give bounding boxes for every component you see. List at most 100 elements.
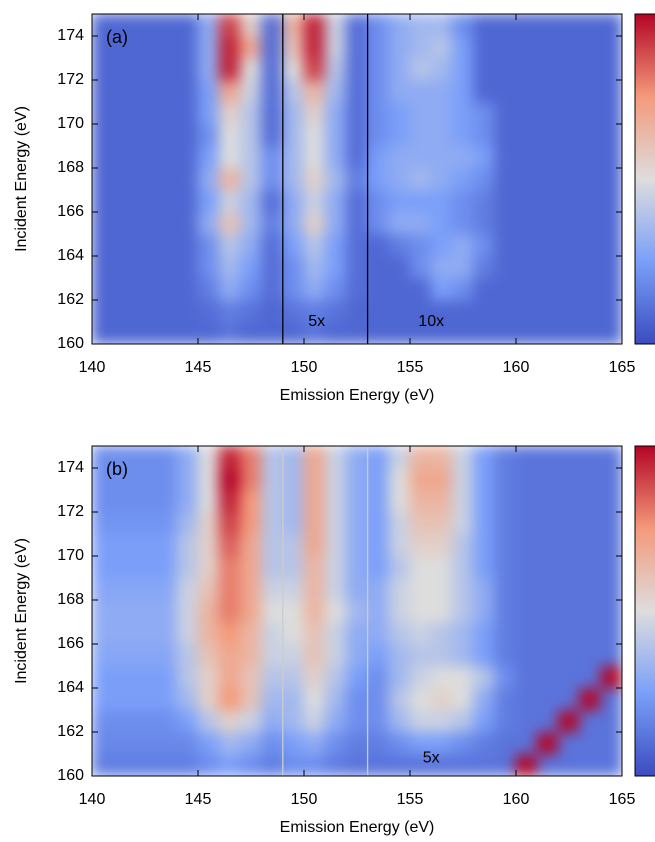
heatmap-cell: [409, 555, 432, 579]
heatmap-cell: [579, 277, 602, 301]
heatmap-cell: [430, 101, 453, 125]
heatmap-cell: [176, 753, 199, 776]
heatmap-cell: [579, 167, 602, 191]
heatmap-cell: [600, 299, 622, 323]
heatmap-cell: [388, 599, 411, 623]
heatmap-cell: [133, 189, 157, 213]
heatmap-cell: [218, 577, 241, 601]
heatmap-cell: [133, 555, 157, 579]
heatmap-cell: [176, 687, 199, 711]
heatmap-cell: [112, 233, 135, 257]
heatmap-cell: [324, 101, 347, 125]
heatmap-cell: [536, 57, 559, 81]
heatmap-cell: [155, 145, 178, 169]
x-tick-label: 155: [397, 791, 424, 808]
heatmap-cell: [261, 321, 284, 344]
x-tick-label: 165: [609, 791, 636, 808]
heatmap-cell: [112, 35, 135, 59]
heatmap-cell: [176, 643, 199, 667]
heatmap-cell: [557, 753, 581, 776]
heatmap-cell: [218, 233, 241, 257]
heatmap-cell: [579, 57, 602, 81]
heatmap-cell: [409, 446, 432, 469]
heatmap-cell: [600, 665, 622, 689]
heatmap-cell: [388, 489, 411, 513]
heatmap-cell: [324, 753, 347, 776]
heatmap-cell: [409, 643, 432, 667]
heatmap-cell: [282, 709, 305, 733]
heatmap-cell: [303, 489, 326, 513]
heatmap-cell: [600, 57, 622, 81]
heatmap-cell: [473, 489, 496, 513]
heatmap-cell: [303, 167, 326, 191]
heatmap-cell: [536, 446, 559, 469]
heatmap-cell: [515, 255, 538, 279]
heatmap-cell: [579, 731, 602, 755]
heatmap-cell: [494, 511, 517, 535]
heatmap-cell: [239, 446, 263, 469]
heatmap-cell: [218, 599, 241, 623]
heatmap-cell: [515, 321, 538, 344]
heatmap-cell: [536, 621, 559, 645]
heatmap-cell: [409, 79, 432, 103]
heatmap-cell: [430, 709, 453, 733]
heatmap-cell: [218, 643, 241, 667]
heatmap-cell: [133, 621, 157, 645]
heatmap-cell: [451, 35, 475, 59]
heatmap-cell: [92, 533, 114, 557]
heatmap-cell: [557, 35, 581, 59]
heatmap-cell: [218, 533, 241, 557]
heatmap-cell: [324, 35, 347, 59]
heatmap-cell: [155, 14, 178, 37]
heatmap-cell: [579, 577, 602, 601]
heatmap-cell: [239, 533, 263, 557]
heatmap-cell: [430, 643, 453, 667]
heatmap-cell: [133, 731, 157, 755]
heatmap-cell: [579, 446, 602, 469]
heatmap-cell: [600, 145, 622, 169]
heatmap-cell: [218, 189, 241, 213]
heatmap-cell: [557, 277, 581, 301]
heatmap-cell: [515, 211, 538, 235]
heatmap-cell: [494, 446, 517, 469]
heatmap-cell: [430, 57, 453, 81]
heatmap-cell: [494, 687, 517, 711]
heatmap-cell: [324, 189, 347, 213]
heatmap-cell: [218, 255, 241, 279]
heatmap-cell: [133, 577, 157, 601]
heatmap-cell: [536, 299, 559, 323]
heatmap-cell: [239, 687, 263, 711]
heatmap-cell: [536, 167, 559, 191]
heatmap-cell: [579, 665, 602, 689]
heatmap-cell: [345, 533, 369, 557]
heatmap-cell: [367, 167, 390, 191]
heatmap-cell: [218, 101, 241, 125]
heatmap-cell: [600, 643, 622, 667]
heatmap-cell: [282, 599, 305, 623]
y-tick-label: 174: [57, 27, 84, 44]
y-tick-label: 172: [57, 71, 84, 88]
heatmap-cell: [579, 489, 602, 513]
x-tick-label: 140: [79, 359, 106, 376]
heatmap-cell: [92, 123, 114, 147]
heatmap-cell: [92, 643, 114, 667]
heatmap-cell: [430, 299, 453, 323]
heatmap-cell: [303, 79, 326, 103]
heatmap-cell: [197, 467, 220, 491]
heatmap-cell: [430, 533, 453, 557]
heatmap-cell: [303, 14, 326, 37]
heatmap-cell: [261, 511, 284, 535]
heatmap-cell: [155, 643, 178, 667]
heatmap-cell: [557, 189, 581, 213]
heatmap-cell: [282, 211, 305, 235]
heatmap-cell: [92, 14, 114, 37]
heatmap-cell: [451, 533, 475, 557]
heatmap-cell: [282, 731, 305, 755]
heatmap-cell: [494, 643, 517, 667]
heatmap-cell: [367, 101, 390, 125]
heatmap-cell: [388, 233, 411, 257]
heatmap-cell: [579, 533, 602, 557]
heatmap-cell: [367, 233, 390, 257]
heatmap-cell: [600, 123, 622, 147]
